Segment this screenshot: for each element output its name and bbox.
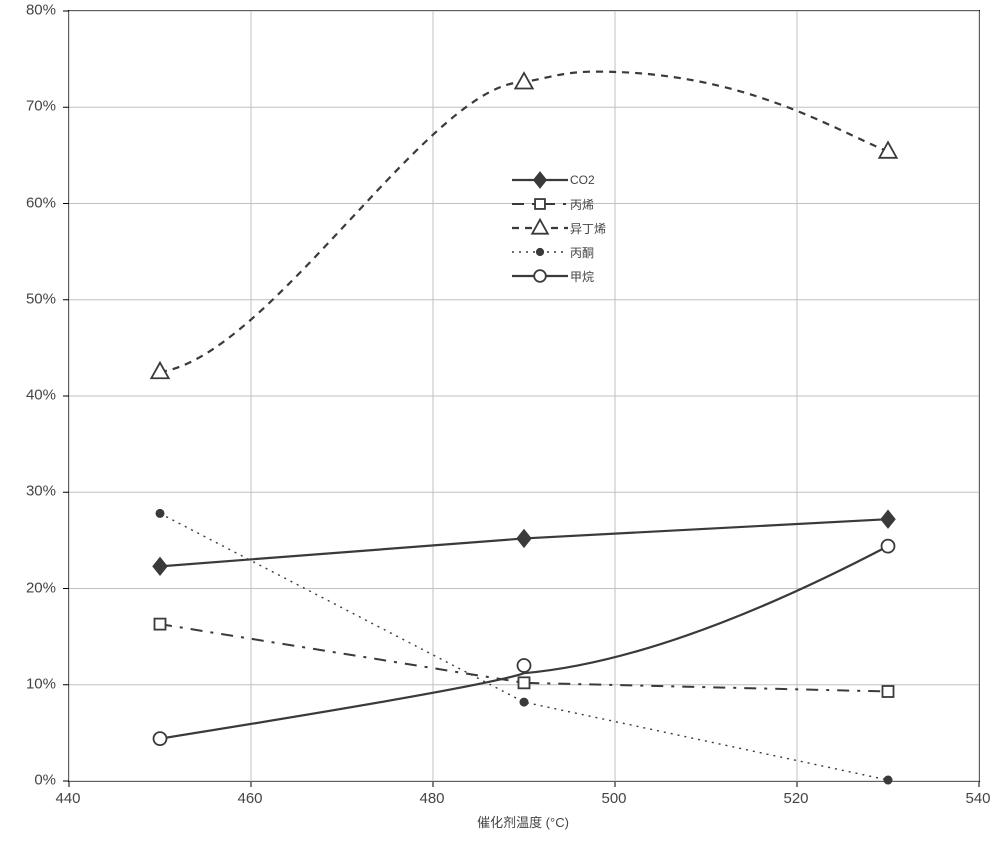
- y-tick-label: 70%: [0, 98, 56, 115]
- legend-item-acetone: 丙酮: [510, 240, 606, 264]
- y-tick-label: 80%: [0, 2, 56, 19]
- series-marker-propylene: [519, 677, 530, 688]
- y-tick-label: 50%: [0, 290, 56, 307]
- legend-label: 甲烷: [570, 268, 594, 285]
- series-marker-methane: [154, 732, 167, 745]
- series-marker-co2: [517, 530, 530, 547]
- plot-area: [68, 10, 980, 782]
- x-tick-label: 520: [783, 790, 808, 807]
- y-tick-label: 10%: [0, 675, 56, 692]
- series-marker-acetone: [156, 509, 164, 517]
- y-tick-label: 30%: [0, 483, 56, 500]
- series-marker-co2: [881, 511, 894, 528]
- y-tick-label: 20%: [0, 579, 56, 596]
- x-tick-label: 440: [55, 790, 80, 807]
- series-marker-propylene: [883, 686, 894, 697]
- legend-label: 异丁烯: [570, 220, 606, 237]
- y-tick-label: 40%: [0, 387, 56, 404]
- legend: CO2 丙烯异丁烯丙酮甲烷: [510, 168, 606, 288]
- series-line-acetone: [160, 513, 888, 780]
- series-marker-co2: [153, 558, 166, 575]
- plot-svg: [69, 11, 979, 781]
- x-tick-label: 500: [601, 790, 626, 807]
- legend-item-methane: 甲烷: [510, 264, 606, 288]
- series-marker-acetone: [884, 776, 892, 784]
- x-tick-label: 480: [419, 790, 444, 807]
- series-marker-methane: [882, 540, 895, 553]
- x-tick-label: 460: [237, 790, 262, 807]
- x-tick-label: 540: [965, 790, 990, 807]
- series-marker-methane: [518, 659, 531, 672]
- legend-item-isobutene: 异丁烯: [510, 216, 606, 240]
- series-marker-acetone: [520, 698, 528, 706]
- y-tick-label: 60%: [0, 194, 56, 211]
- y-tick-label: 0%: [0, 772, 56, 789]
- series-line-methane: [160, 546, 888, 739]
- series-marker-propylene: [155, 619, 166, 630]
- legend-item-propylene: 丙烯: [510, 192, 606, 216]
- legend-label: 丙烯: [570, 196, 594, 213]
- x-axis-title: 催化剂温度 (°C): [477, 812, 569, 831]
- legend-item-co2: CO2: [510, 168, 606, 192]
- series-marker-isobutene: [515, 73, 532, 89]
- legend-label: CO2: [570, 173, 595, 187]
- legend-label: 丙酮: [570, 244, 594, 261]
